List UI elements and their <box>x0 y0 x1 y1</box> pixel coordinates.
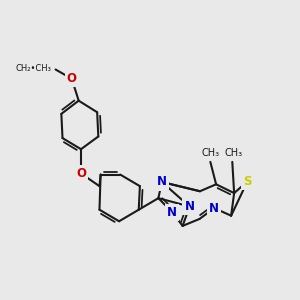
Text: CH₃: CH₃ <box>201 148 219 158</box>
Text: N: N <box>209 202 219 214</box>
Text: N: N <box>167 206 177 219</box>
Text: O: O <box>67 72 77 85</box>
Text: CH₃: CH₃ <box>224 148 242 158</box>
Text: CH₂•CH₃: CH₂•CH₃ <box>15 64 51 73</box>
Text: O: O <box>76 167 86 180</box>
Text: N: N <box>184 200 195 213</box>
Text: S: S <box>243 175 252 188</box>
Text: N: N <box>157 176 167 188</box>
